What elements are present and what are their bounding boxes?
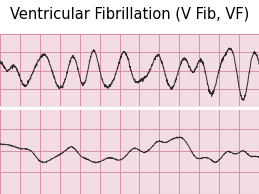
Bar — [0, 106, 259, 109]
Bar — [0, 34, 259, 108]
Bar — [0, 0, 259, 34]
Text: Ventricular Fibrillation (V Fib, VF): Ventricular Fibrillation (V Fib, VF) — [10, 6, 249, 21]
Bar — [0, 108, 259, 194]
